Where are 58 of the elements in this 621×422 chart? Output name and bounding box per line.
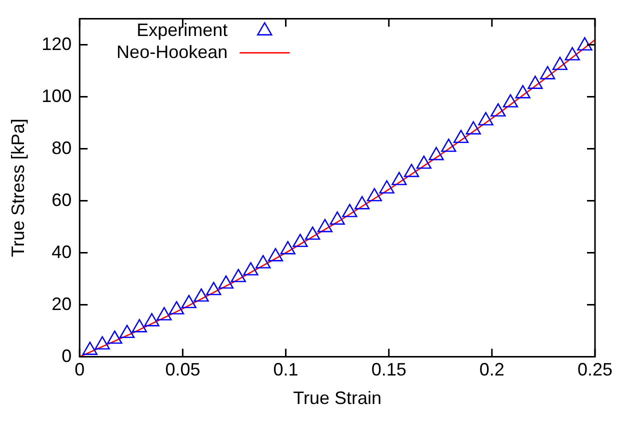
- point: [478, 112, 494, 126]
- y-tick-label: 120: [42, 34, 72, 54]
- point: [354, 196, 370, 210]
- x-tick-label: 0.2: [479, 360, 504, 380]
- point: [168, 301, 184, 314]
- point: [144, 313, 160, 326]
- point: [107, 330, 122, 344]
- point: [379, 180, 394, 194]
- y-tick-label: 40: [52, 242, 72, 262]
- x-tick-label: 0.05: [165, 360, 200, 380]
- y-tick-label: 60: [52, 190, 72, 210]
- point: [194, 288, 209, 302]
- point: [416, 155, 432, 169]
- point: [502, 94, 518, 108]
- point: [552, 56, 568, 70]
- point: [243, 262, 258, 276]
- point: [428, 146, 444, 160]
- point: [256, 255, 271, 268]
- point: [366, 188, 382, 202]
- point: [404, 164, 420, 178]
- point: [268, 248, 284, 262]
- x-tick-label: 0.25: [577, 360, 613, 380]
- point: [230, 268, 246, 282]
- y-tick-label: 80: [52, 138, 72, 158]
- point: [490, 103, 506, 117]
- point: [305, 226, 320, 240]
- legend-label: Experiment: [136, 20, 228, 40]
- point: [119, 324, 135, 338]
- point: [342, 204, 358, 218]
- point: [132, 319, 147, 332]
- point: [82, 342, 98, 355]
- point: [441, 138, 456, 152]
- point: [218, 275, 234, 289]
- point: [577, 37, 592, 50]
- y-tick-label: 20: [52, 294, 72, 314]
- point: [392, 172, 407, 186]
- point: [564, 47, 580, 60]
- point: [330, 211, 345, 225]
- point: [156, 307, 172, 320]
- x-axis-title: True Strain: [293, 388, 382, 408]
- point: [453, 130, 469, 144]
- y-axis-title: True Stress [kPa]: [8, 118, 28, 257]
- point: [515, 85, 530, 98]
- y-tick-label: 100: [42, 86, 72, 106]
- point: [317, 218, 333, 232]
- point: [466, 121, 481, 134]
- point: [292, 234, 308, 248]
- point: [94, 336, 110, 350]
- point: [181, 294, 196, 308]
- x-tick-label: 0.1: [273, 360, 298, 380]
- y-tick-label: 0: [62, 346, 72, 366]
- point: [206, 282, 222, 296]
- x-tick-label: 0.15: [371, 360, 406, 380]
- point: [280, 241, 296, 254]
- x-tick-label: 0: [74, 360, 85, 380]
- legend-label: Neo-Hookean: [116, 42, 228, 62]
- point: [528, 76, 543, 89]
- point: [540, 66, 556, 80]
